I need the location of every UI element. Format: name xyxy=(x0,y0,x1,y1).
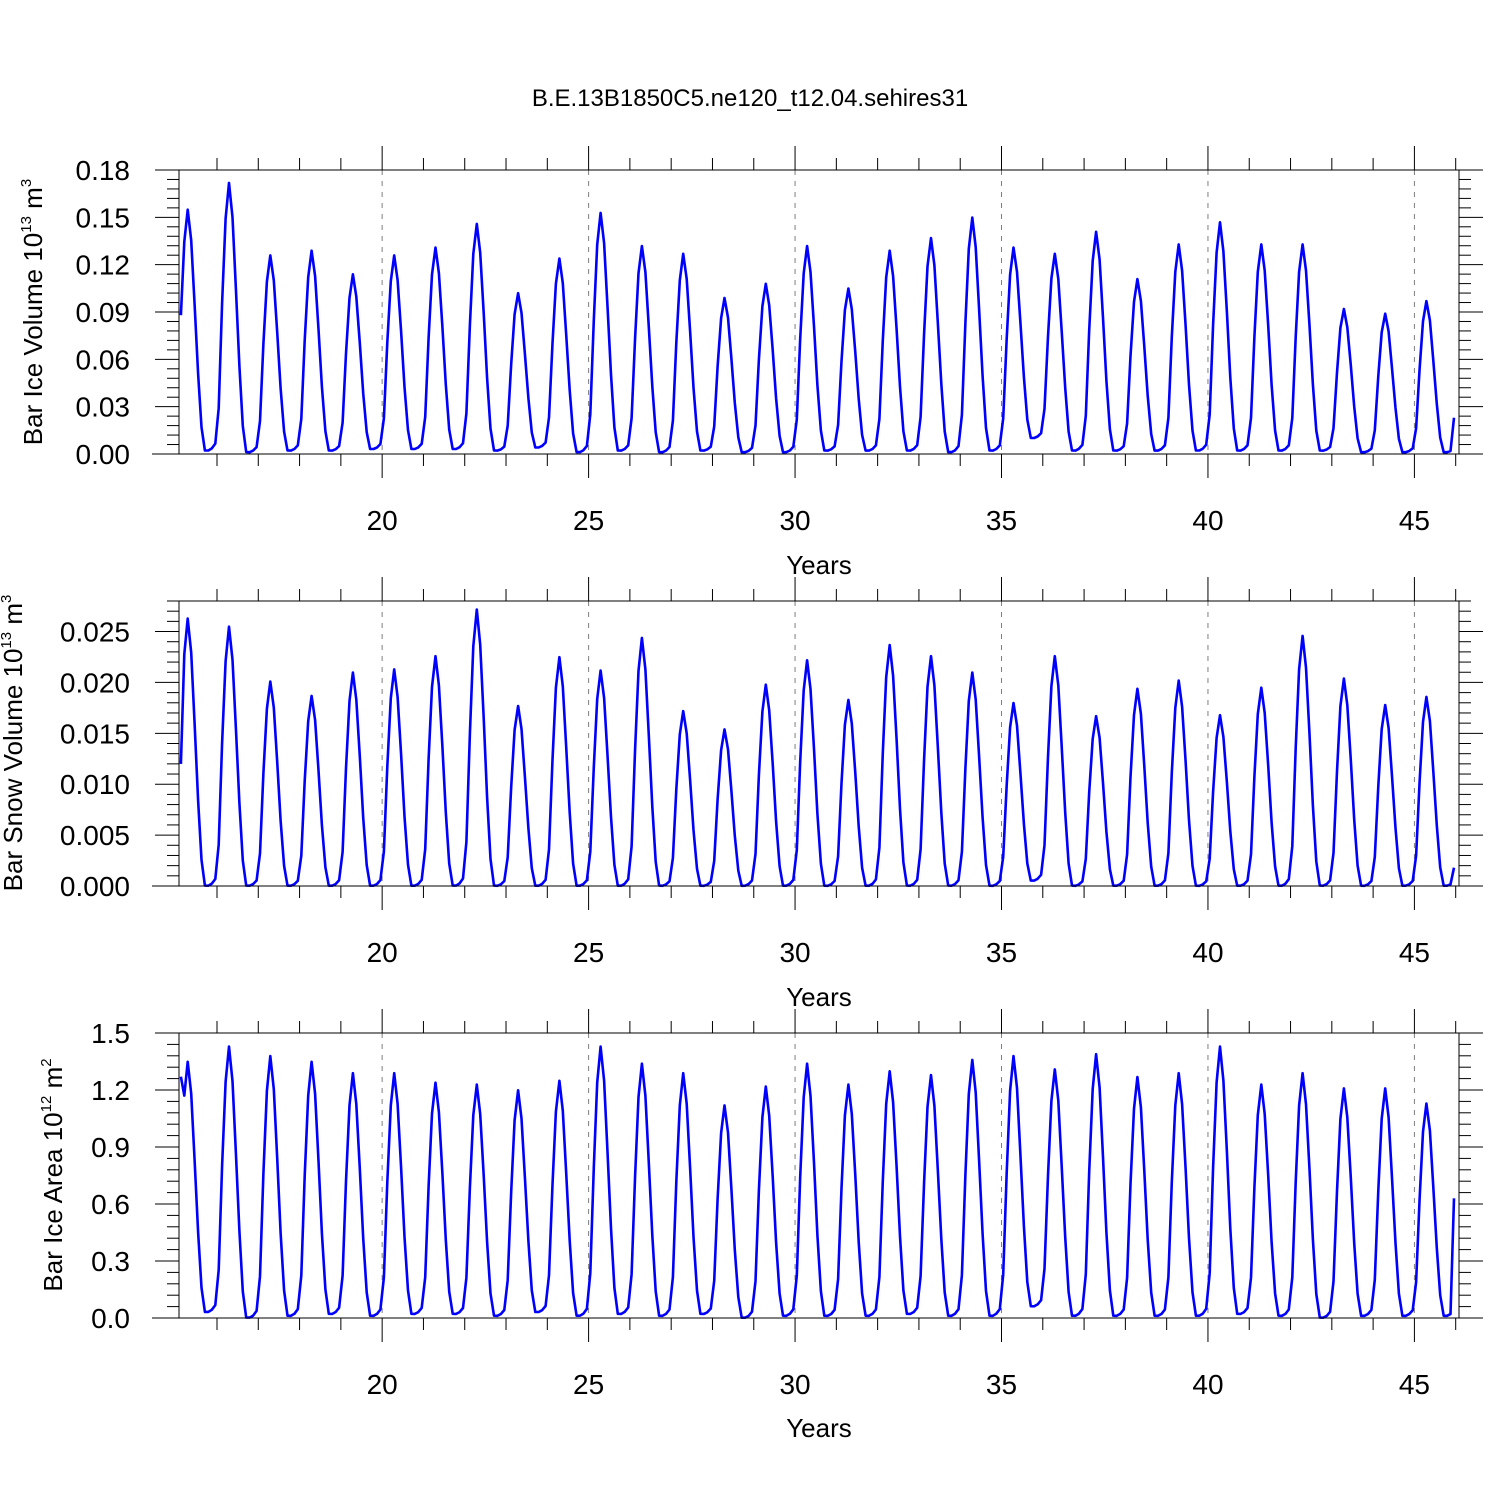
y-tick-label: 0.015 xyxy=(60,718,130,749)
y-tick-label: 0.03 xyxy=(76,392,131,423)
xlabel: Years xyxy=(786,982,852,1012)
x-tick-label: 20 xyxy=(367,505,398,536)
y-tick-label: 0.010 xyxy=(60,769,130,800)
x-tick-label: 45 xyxy=(1399,937,1430,968)
ylabel-unit-exponent: 3 xyxy=(18,179,35,187)
ylabel-main: Bar Ice Volume 10 xyxy=(18,233,48,445)
ylabel-unit: m xyxy=(18,187,48,216)
ylabel: Bar Ice Volume 1013 m3 xyxy=(18,179,48,445)
y-tick-label: 0.15 xyxy=(76,202,131,233)
series-line xyxy=(179,1045,1456,1319)
ylabel-exponent: 13 xyxy=(0,632,15,649)
ylabel-exponent: 13 xyxy=(18,216,35,233)
y-tick-label: 1.2 xyxy=(91,1075,130,1106)
y-tick-label: 0.00 xyxy=(76,439,131,470)
x-tick-label: 45 xyxy=(1399,505,1430,536)
x-tick-label: 20 xyxy=(367,937,398,968)
x-tick-label: 40 xyxy=(1192,1369,1223,1400)
figure-title: B.E.13B1850C5.ne120_t12.04.sehires31 xyxy=(532,85,968,112)
x-tick-label: 40 xyxy=(1192,937,1223,968)
y-tick-label: 0.18 xyxy=(76,155,131,186)
x-tick-label: 35 xyxy=(986,1369,1017,1400)
ylabel-main: Bar Ice Area 10 xyxy=(38,1112,68,1291)
y-tick-label: 0.06 xyxy=(76,344,131,375)
ylabel-unit: m xyxy=(38,1067,68,1096)
x-tick-label: 30 xyxy=(779,937,810,968)
ice-volume-panel: Years Bar Ice Volume 1013 m3 20 25 30 35 40 4… xyxy=(18,146,1483,580)
x-tick-label: 25 xyxy=(573,937,604,968)
y-tick-label: 0.09 xyxy=(76,297,131,328)
ylabel: Bar Ice Area 1012 m2 xyxy=(38,1058,68,1291)
ice-area-panel: Years Bar Ice Area 1012 m2 20 25 30 35 40 45 0… xyxy=(38,1009,1483,1443)
y-tick-label: 0.025 xyxy=(60,617,130,648)
y-tick-label: 0.3 xyxy=(91,1246,130,1277)
y-tick-label: 0.005 xyxy=(60,820,130,851)
xlabel: Years xyxy=(786,550,852,580)
series-line xyxy=(179,181,1456,454)
ylabel-unit-exponent: 3 xyxy=(0,595,15,603)
x-tick-label: 20 xyxy=(367,1369,398,1400)
y-tick-label: 0.6 xyxy=(91,1189,130,1220)
snow-volume-panel: Years Bar Snow Volume 1013 m3 20 25 30 35 40… xyxy=(0,577,1483,1012)
x-tick-label: 35 xyxy=(986,505,1017,536)
y-tick-label: 0.9 xyxy=(91,1132,130,1163)
x-tick-label: 25 xyxy=(573,505,604,536)
x-tick-label: 25 xyxy=(573,1369,604,1400)
series-line xyxy=(179,608,1456,888)
x-tick-label: 35 xyxy=(986,937,1017,968)
plot-frame xyxy=(178,1032,1460,1319)
y-tick-label: 0.000 xyxy=(60,871,130,902)
x-tick-label: 30 xyxy=(779,505,810,536)
y-tick-label: 0.020 xyxy=(60,667,130,698)
ylabel-exponent: 12 xyxy=(38,1096,55,1113)
y-tick-label: 0.0 xyxy=(91,1303,130,1334)
xlabel: Years xyxy=(786,1413,852,1443)
x-tick-label: 30 xyxy=(779,1369,810,1400)
x-tick-label: 40 xyxy=(1192,505,1223,536)
ylabel-unit: m xyxy=(0,603,28,632)
y-tick-label: 1.5 xyxy=(91,1018,130,1049)
y-tick-label: 0.12 xyxy=(76,250,131,281)
ylabel-unit-exponent: 2 xyxy=(38,1058,55,1066)
x-tick-label: 45 xyxy=(1399,1369,1430,1400)
ylabel: Bar Snow Volume 1013 m3 xyxy=(0,595,28,892)
ylabel-main: Bar Snow Volume 10 xyxy=(0,649,28,892)
